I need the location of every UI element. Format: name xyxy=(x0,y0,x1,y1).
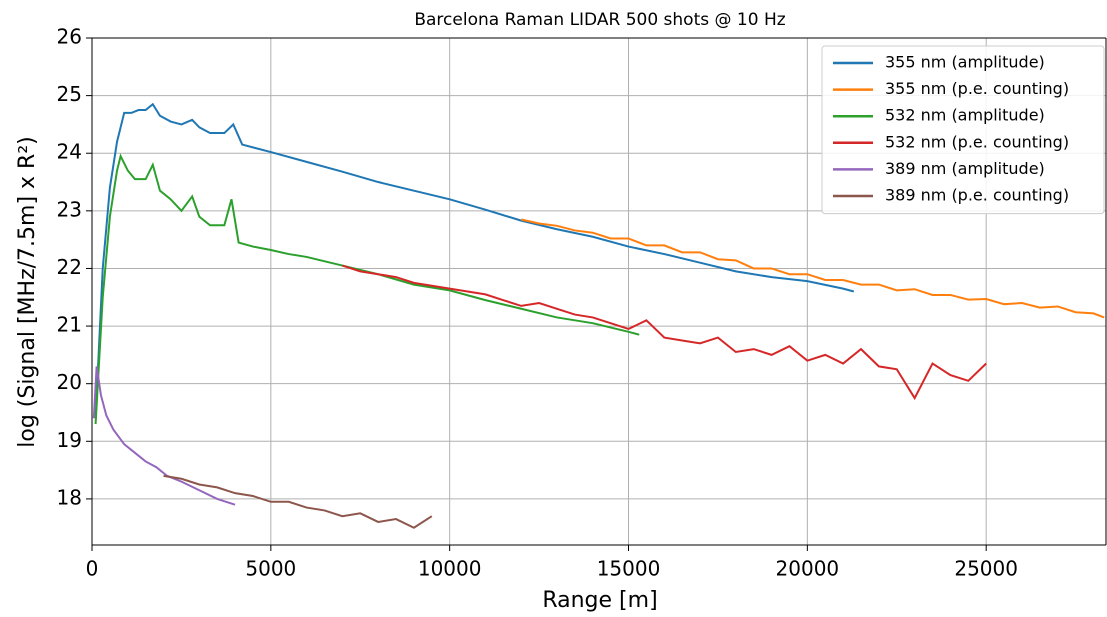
x-tick-label: 10000 xyxy=(418,557,482,581)
legend-label: 532 nm (p.e. counting) xyxy=(885,132,1069,151)
y-tick-label: 21 xyxy=(57,313,82,337)
y-tick-label: 24 xyxy=(57,140,82,164)
x-tick-label: 15000 xyxy=(597,557,661,581)
chart-title: Barcelona Raman LIDAR 500 shots @ 10 Hz xyxy=(414,10,785,30)
y-tick-label: 20 xyxy=(57,370,82,394)
y-tick-label: 26 xyxy=(57,25,82,49)
legend-label: 389 nm (amplitude) xyxy=(885,159,1045,178)
series-line xyxy=(342,264,987,401)
series-line xyxy=(94,153,640,425)
x-tick-label: 0 xyxy=(86,557,99,581)
x-axis-label: Range [m] xyxy=(542,588,657,613)
series-line xyxy=(520,218,1105,319)
series-line xyxy=(94,102,855,419)
legend-label: 355 nm (amplitude) xyxy=(885,53,1045,72)
y-tick-label: 23 xyxy=(57,197,82,221)
x-tick-label: 5000 xyxy=(245,557,296,581)
y-axis-label: log (Signal [MHz/7.5m] x R²) xyxy=(15,136,40,447)
y-tick-label: 18 xyxy=(57,485,82,509)
series-line xyxy=(92,366,236,506)
legend-box xyxy=(821,45,1105,215)
legend-label: 355 nm (p.e. counting) xyxy=(885,79,1069,98)
legend-label: 532 nm (amplitude) xyxy=(885,106,1045,125)
y-tick-label: 25 xyxy=(57,82,82,106)
x-tick-label: 25000 xyxy=(954,557,1018,581)
y-tick-label: 19 xyxy=(57,428,82,452)
legend-label: 389 nm (p.e. counting) xyxy=(885,186,1069,205)
y-tick-label: 22 xyxy=(57,255,82,279)
series-line xyxy=(163,474,433,529)
x-tick-label: 20000 xyxy=(776,557,840,581)
